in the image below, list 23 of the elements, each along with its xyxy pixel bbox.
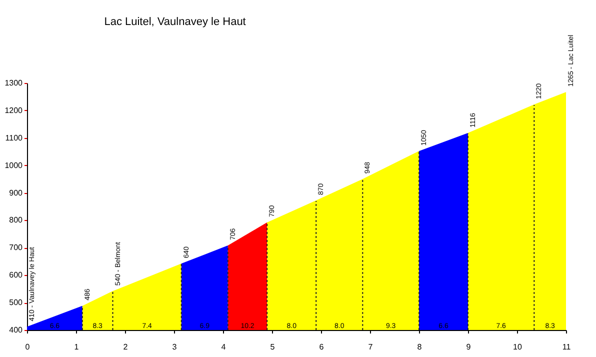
y-tick-label: 700 [9, 243, 24, 252]
y-tick-label: 800 [9, 216, 24, 225]
x-tick-label: 2 [123, 342, 128, 352]
y-tick-label: 1200 [4, 106, 24, 115]
chart-title: Lac Luitel, Vaulnavey le Haut [104, 16, 246, 28]
x-tick-label: 7 [368, 342, 374, 352]
x-tick-label: 10 [513, 342, 522, 352]
x-tick-label: 1 [74, 342, 80, 352]
x-tick-label: 3 [172, 342, 178, 352]
y-tick-label: 1300 [4, 78, 24, 88]
x-tick-label: 5 [270, 342, 276, 352]
x-tick-label: 4 [221, 342, 226, 352]
y-tick-label: 500 [9, 298, 24, 308]
x-tick-label: 0 [25, 342, 30, 352]
y-tick-label: 1100 [5, 133, 24, 142]
x-tick-label: 9 [466, 342, 472, 352]
x-tick-label: 6 [319, 342, 324, 352]
y-tick-label: 400 [9, 326, 24, 334]
y-tick-label: 900 [9, 188, 24, 198]
y-tick-label: 600 [9, 270, 24, 280]
x-tick-label: 11 [562, 342, 572, 352]
y-tick-label: 1000 [4, 160, 24, 170]
x-tick-label: 8 [417, 342, 422, 352]
